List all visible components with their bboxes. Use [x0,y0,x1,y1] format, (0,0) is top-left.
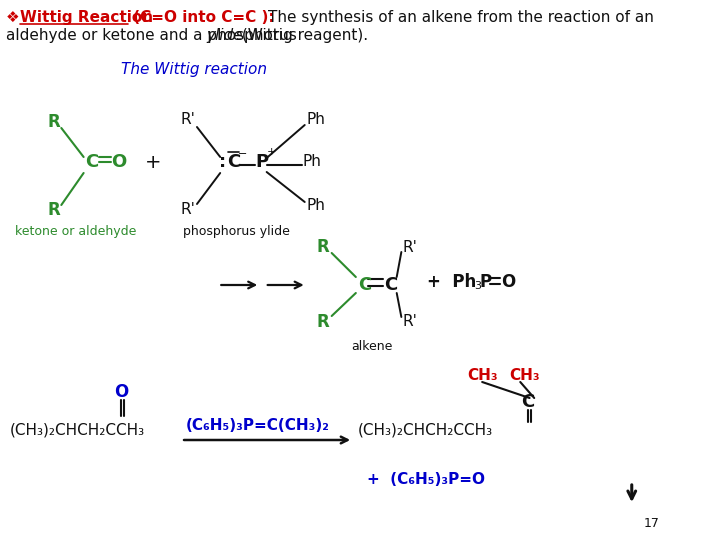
Text: R': R' [180,202,195,218]
Text: +: + [145,152,161,172]
Text: ketone or aldehyde: ketone or aldehyde [16,225,137,238]
Text: (CH₃)₂CHCH₂CCH₃: (CH₃)₂CHCH₂CCH₃ [9,422,145,437]
Text: ylide: ylide [206,28,243,43]
Text: (C₆H₅)₃P=C(CH₃)₂: (C₆H₅)₃P=C(CH₃)₂ [186,418,330,433]
Text: alkene: alkene [351,340,392,353]
Text: 17: 17 [644,517,660,530]
Text: R': R' [402,314,417,329]
Text: Ph: Ph [303,154,322,170]
Text: aldehyde or ketone and a phosphorus: aldehyde or ketone and a phosphorus [6,28,302,43]
Text: Wittig Reaction: Wittig Reaction [20,10,153,25]
Text: R: R [317,313,330,331]
Text: R: R [48,113,60,131]
Text: Ph: Ph [307,112,325,127]
Text: Ph: Ph [307,198,325,213]
Text: O: O [112,153,127,171]
Text: (CH₃)₂CHCH₂CCH₃: (CH₃)₂CHCH₂CCH₃ [358,422,492,437]
Text: O: O [501,273,515,291]
Text: phosphorus ylide: phosphorus ylide [184,225,290,238]
Text: (C=O into C=C ):: (C=O into C=C ): [128,10,275,25]
Text: −: − [238,149,247,159]
Text: The synthesis of an alkene from the reaction of an: The synthesis of an alkene from the reac… [268,10,654,25]
Text: R: R [317,238,330,256]
Text: P: P [480,273,492,291]
Text: +  Ph: + Ph [428,273,477,291]
Text: C: C [86,153,99,171]
Text: The Wittig reaction: The Wittig reaction [121,62,267,77]
Text: C: C [228,153,241,171]
Text: R': R' [180,112,195,127]
Text: O: O [114,383,128,401]
Text: CH₃: CH₃ [467,368,498,382]
Text: :: : [220,153,226,171]
Text: +: + [266,147,276,157]
Text: R: R [48,201,60,219]
Text: 3: 3 [474,281,481,291]
Text: CH₃: CH₃ [509,368,540,382]
Text: +  (C₆H₅)₃P=O: + (C₆H₅)₃P=O [367,472,485,487]
Text: (Wittig reagent).: (Wittig reagent). [237,28,368,43]
Text: C: C [521,393,534,411]
Text: C: C [358,276,371,294]
Text: ❖: ❖ [6,10,19,25]
Text: C: C [384,276,397,294]
Text: R': R' [402,240,417,254]
Text: P: P [256,153,269,171]
